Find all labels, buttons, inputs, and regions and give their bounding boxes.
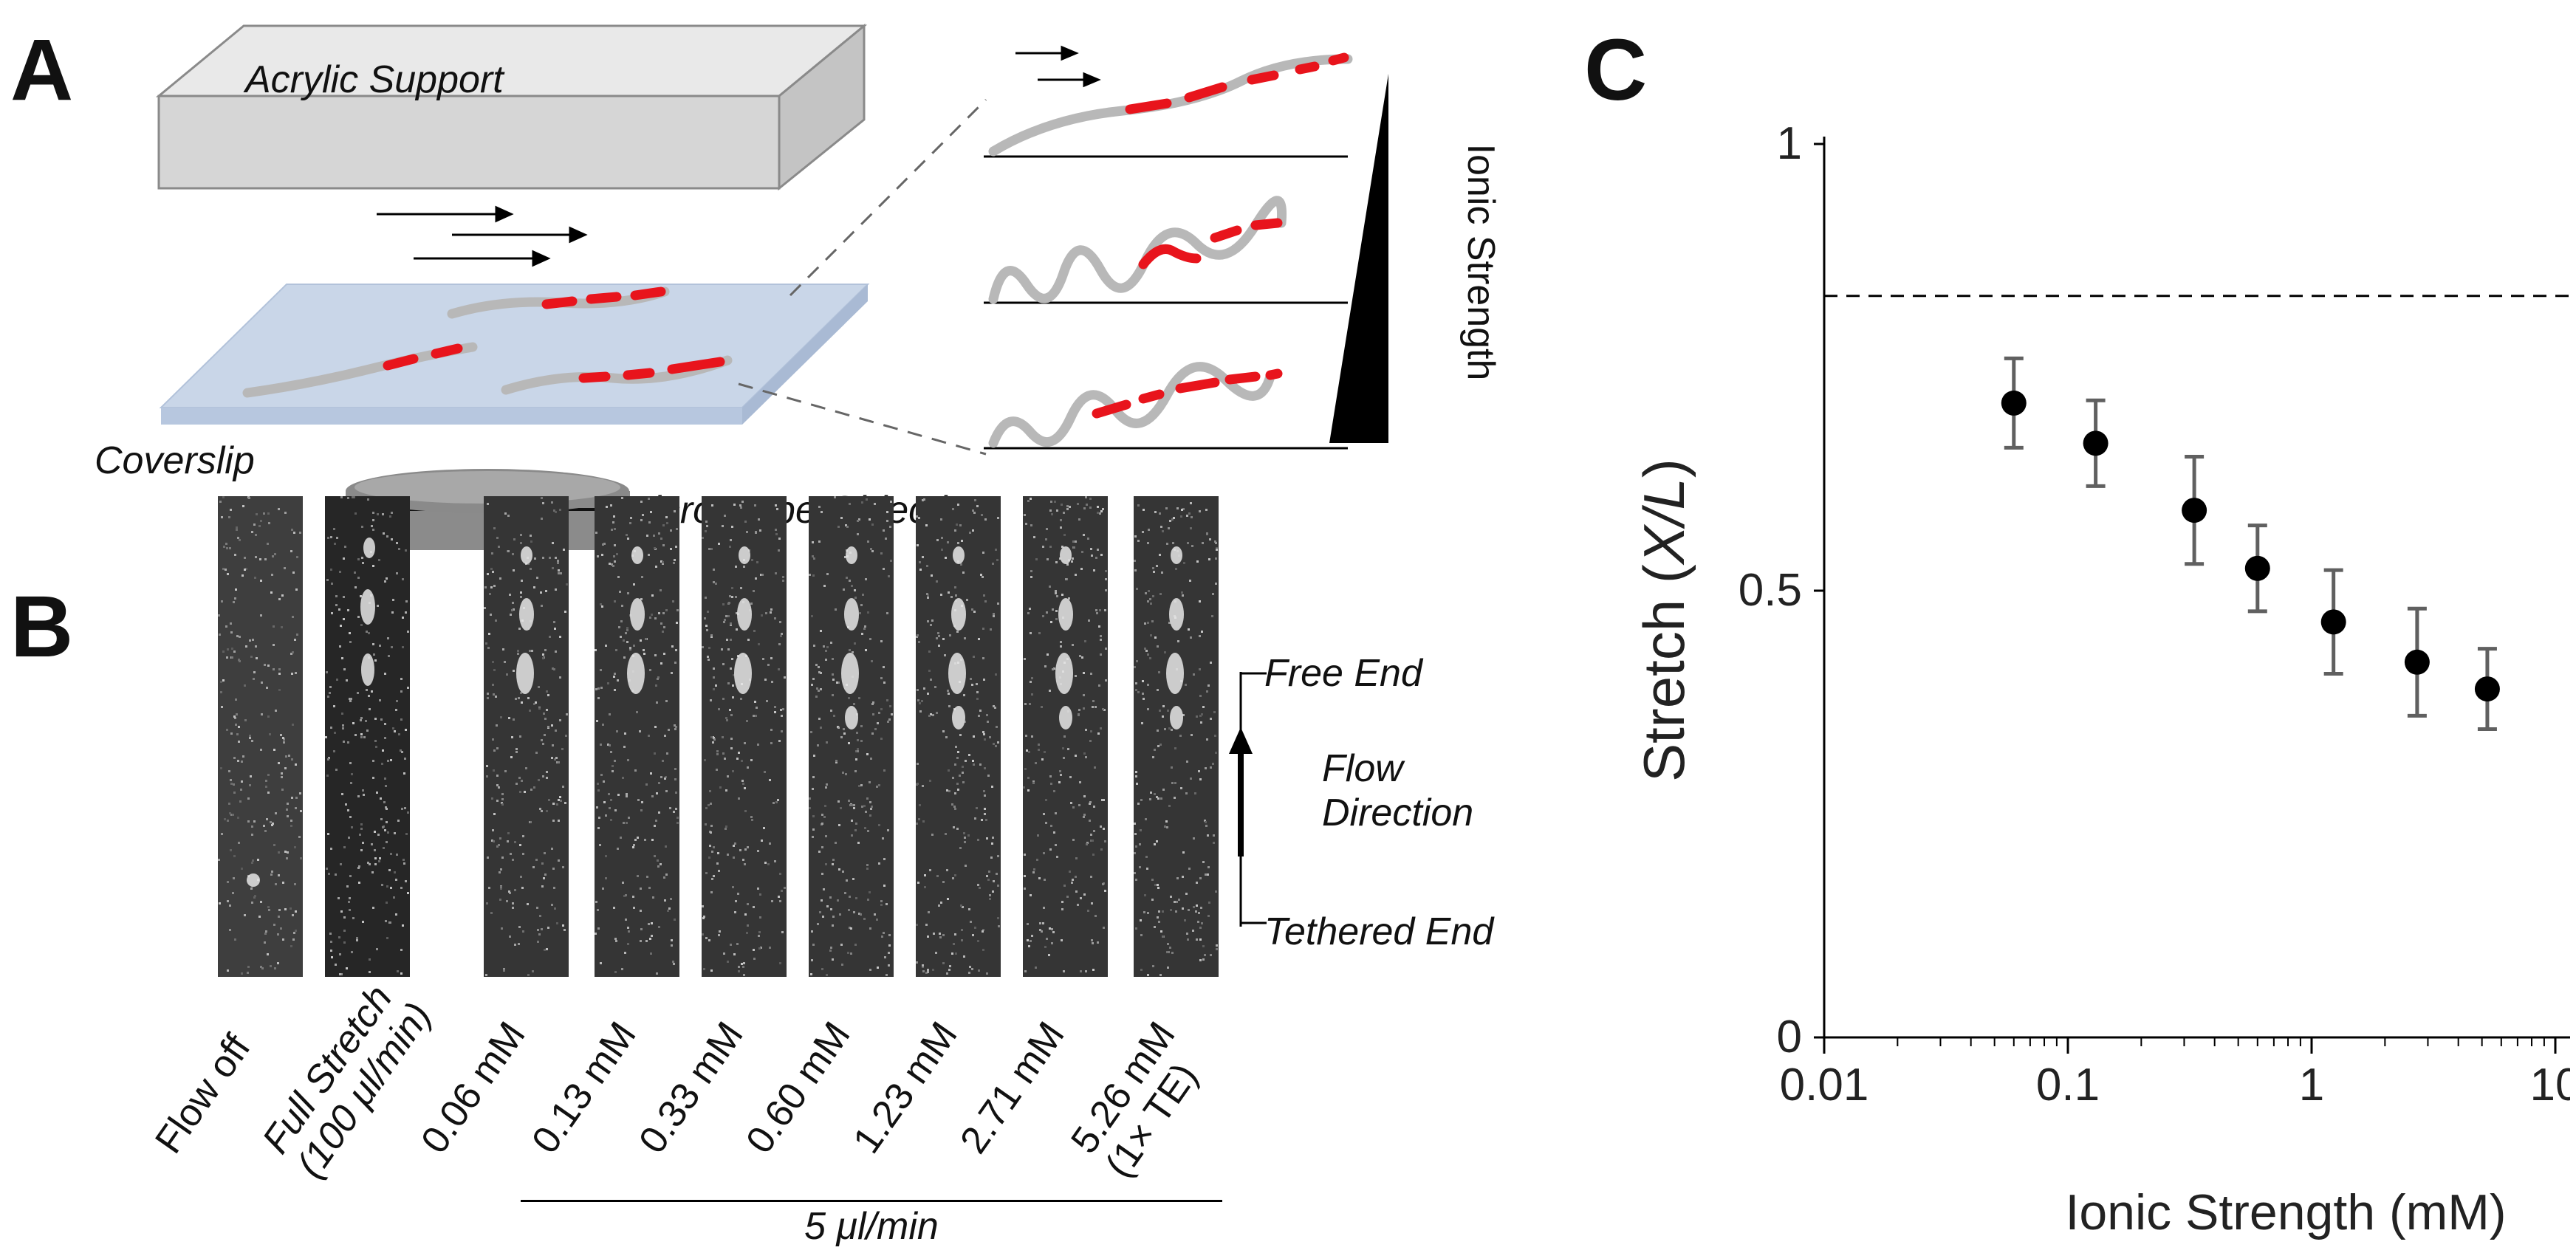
lane-label-6: 0.60 mM (738, 1014, 859, 1161)
y-axis-title-variable: X/L (1631, 478, 1696, 566)
microscopy-lane-5 (702, 496, 787, 977)
x-tick-label: 0.1 (2036, 1060, 2100, 1110)
coverslip-plate (159, 284, 870, 425)
zoom-connector-lines (738, 98, 987, 456)
microscopy-lane-3 (484, 496, 569, 977)
y-axis-title-prefix: Stretch ( (1631, 564, 1696, 782)
data-point (2404, 649, 2430, 675)
y-tick-label: 0.5 (1739, 565, 1802, 616)
dna-strands (242, 286, 733, 398)
y-axis-title-suffix: ) (1631, 459, 1696, 478)
inset-flow-arrows-icon (1015, 45, 1101, 88)
acrylic-support-block (155, 23, 868, 191)
ionic-strength-label: Ionic Strength (1459, 143, 1502, 381)
dna-stretch-insets (984, 45, 1388, 450)
lane-label-7: 1.23 mM (845, 1014, 966, 1161)
data-point (2001, 390, 2027, 416)
data-point (2474, 676, 2500, 702)
coverslip-label: Coverslip (95, 439, 255, 482)
lane-label-line1: 1.23 mM (845, 1014, 966, 1161)
lane-label-4: 0.13 mM (524, 1015, 645, 1161)
microscopy-lane-1 (218, 496, 303, 977)
panel-label-b: B (10, 578, 74, 676)
lane-label-line1: 0.33 mM (631, 1014, 752, 1161)
data-point (2182, 498, 2207, 523)
x-axis-title: Ionic Strength (mM) (2065, 1184, 2506, 1240)
microscopy-lane-2 (325, 496, 410, 977)
microscopy-lane-4 (595, 496, 679, 977)
y-tick-label: 1 (1777, 118, 1802, 169)
y-axis-title: Stretch (X/L) (1631, 459, 1696, 782)
microscopy-lane-8 (1023, 496, 1108, 977)
data-point (2083, 430, 2109, 456)
microscopy-lane-9 (1134, 496, 1219, 977)
flow-arrows-icon (377, 205, 588, 267)
lane-label-line1: 0.60 mM (738, 1014, 859, 1161)
flow-up-arrow-icon (1229, 727, 1253, 856)
free-end-label: Free End (1264, 652, 1422, 695)
lane-label-line1: 0.13 mM (524, 1014, 645, 1161)
x-tick-label: 1 (2299, 1060, 2324, 1110)
data-point (2320, 609, 2346, 635)
lane-label-line1: Flow off (147, 1027, 259, 1161)
panel-label-a: A (10, 21, 74, 119)
flow-rate-bracket (521, 1200, 1222, 1202)
lane-label-3: 0.06 mM (413, 1014, 534, 1161)
flow-direction-label-1: Flow (1322, 747, 1403, 790)
lane-label-line1: 0.06 mM (413, 1014, 534, 1161)
y-tick-label: 0 (1777, 1012, 1802, 1063)
panel-label-c: C (1584, 21, 1648, 119)
stretch-vs-ionic-chart: 0 0.5 1 0.01 0.1 1 10 Ionic Strength (mM) Stretc… (1631, 118, 2570, 1240)
x-tick-label: 10 (2530, 1060, 2570, 1110)
acrylic-support-label: Acrylic Support (245, 58, 504, 101)
flow-direction-label-2: Direction (1322, 792, 1474, 834)
lane-label-2: Full Stretch (100 μl/min) (254, 971, 440, 1185)
lane-label-5: 0.33 mM (631, 1015, 752, 1161)
lane-label-9: 5.26 mM (1× TE) (1063, 1015, 1219, 1186)
lane-label-1: Flow off (147, 1027, 259, 1161)
x-tick-label: 0.01 (1780, 1060, 1869, 1110)
flow-rate-label: 5 μl/min (804, 1205, 939, 1248)
tethered-end-label: Tethered End (1264, 910, 1494, 953)
data-point (2244, 555, 2270, 581)
microscopy-lane-6 (809, 496, 894, 977)
microscopy-lane-7 (916, 496, 1001, 977)
ionic-strength-wedge-icon (1329, 74, 1388, 443)
lane-label-line1: 2.71 mM (952, 1014, 1073, 1161)
lane-label-8: 2.71 mM (952, 1014, 1073, 1161)
